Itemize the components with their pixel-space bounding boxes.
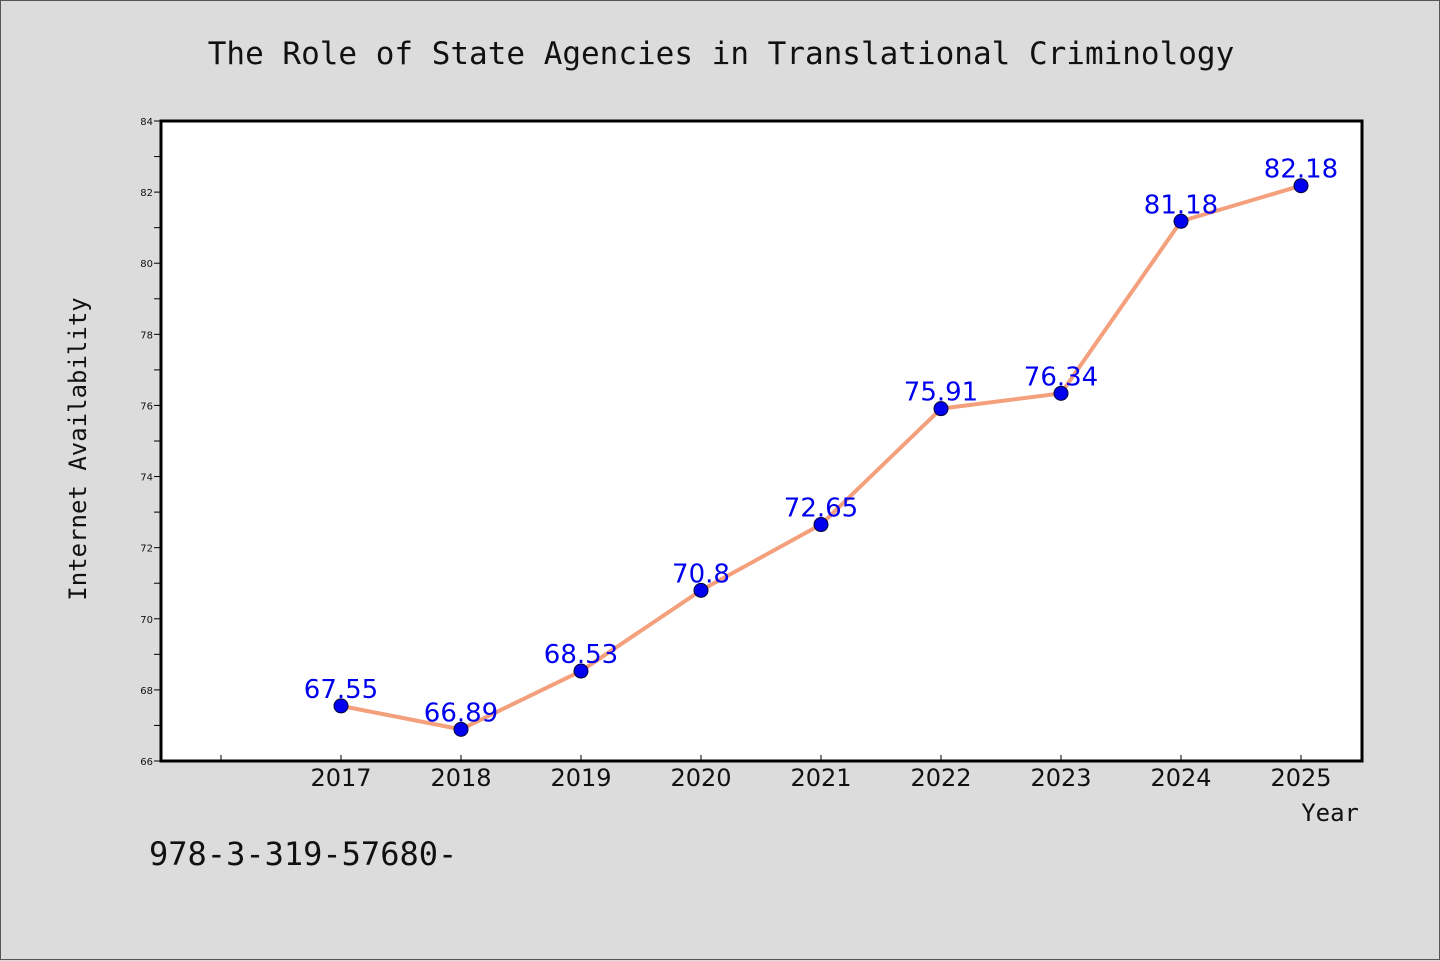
y-tick-label: 72 xyxy=(140,544,153,555)
data-label: 68.53 xyxy=(544,640,618,670)
data-point xyxy=(1293,178,1309,194)
y-tick-label: 84 xyxy=(140,117,153,128)
x-tick-label: 2022 xyxy=(910,764,971,792)
chart-title: The Role of State Agencies in Translatio… xyxy=(208,36,1235,72)
axes-ticks: 66 68 70 72 74 76 78 80 82 84 2017 2018 2019 2020 2021… xyxy=(140,117,1331,792)
y-tick-label: 68 xyxy=(140,686,153,697)
data-point xyxy=(813,517,829,533)
y-tick-label: 70 xyxy=(140,615,153,626)
x-tick-label: 2020 xyxy=(670,764,731,792)
y-tick-label: 74 xyxy=(140,473,153,484)
x-tick-label: 2025 xyxy=(1270,764,1331,792)
data-point xyxy=(573,663,589,679)
data-label: 75.91 xyxy=(904,378,978,408)
series-layer xyxy=(333,178,1309,737)
data-point xyxy=(453,721,469,737)
y-tick-label: 80 xyxy=(140,259,153,270)
data-point xyxy=(333,698,349,714)
y-tick-label: 82 xyxy=(140,188,153,199)
data-labels: 67.55 66.89 68.53 70.8 72.65 75.91 76.34 81.18 8… xyxy=(304,155,1338,729)
data-label: 72.65 xyxy=(784,494,858,524)
x-tick-label: 2023 xyxy=(1030,764,1091,792)
x-tick-label: 2018 xyxy=(430,764,491,792)
data-label: 67.55 xyxy=(304,675,378,705)
y-tick-label: 78 xyxy=(140,330,153,341)
data-point xyxy=(693,582,709,598)
data-label: 82.18 xyxy=(1264,155,1338,185)
x-tick-label: 2017 xyxy=(310,764,371,792)
data-label: 70.8 xyxy=(672,559,730,589)
x-tick-label: 2019 xyxy=(550,764,611,792)
data-point xyxy=(1173,213,1189,229)
plot-area xyxy=(159,119,1364,763)
x-axis-label: Year xyxy=(1301,799,1359,827)
data-label: 81.18 xyxy=(1144,190,1218,220)
data-point xyxy=(933,401,949,417)
data-label: 66.89 xyxy=(424,698,498,728)
data-point xyxy=(1053,385,1069,401)
y-tick-label: 76 xyxy=(140,401,153,412)
x-tick-label: 2024 xyxy=(1150,764,1211,792)
footnote-text: 978-3-319-57680- xyxy=(149,835,457,873)
x-tick-label: 2021 xyxy=(790,764,851,792)
y-axis-label: Internet Availability xyxy=(64,297,92,600)
data-label: 76.34 xyxy=(1024,362,1098,392)
y-tick-label: 66 xyxy=(140,757,153,768)
